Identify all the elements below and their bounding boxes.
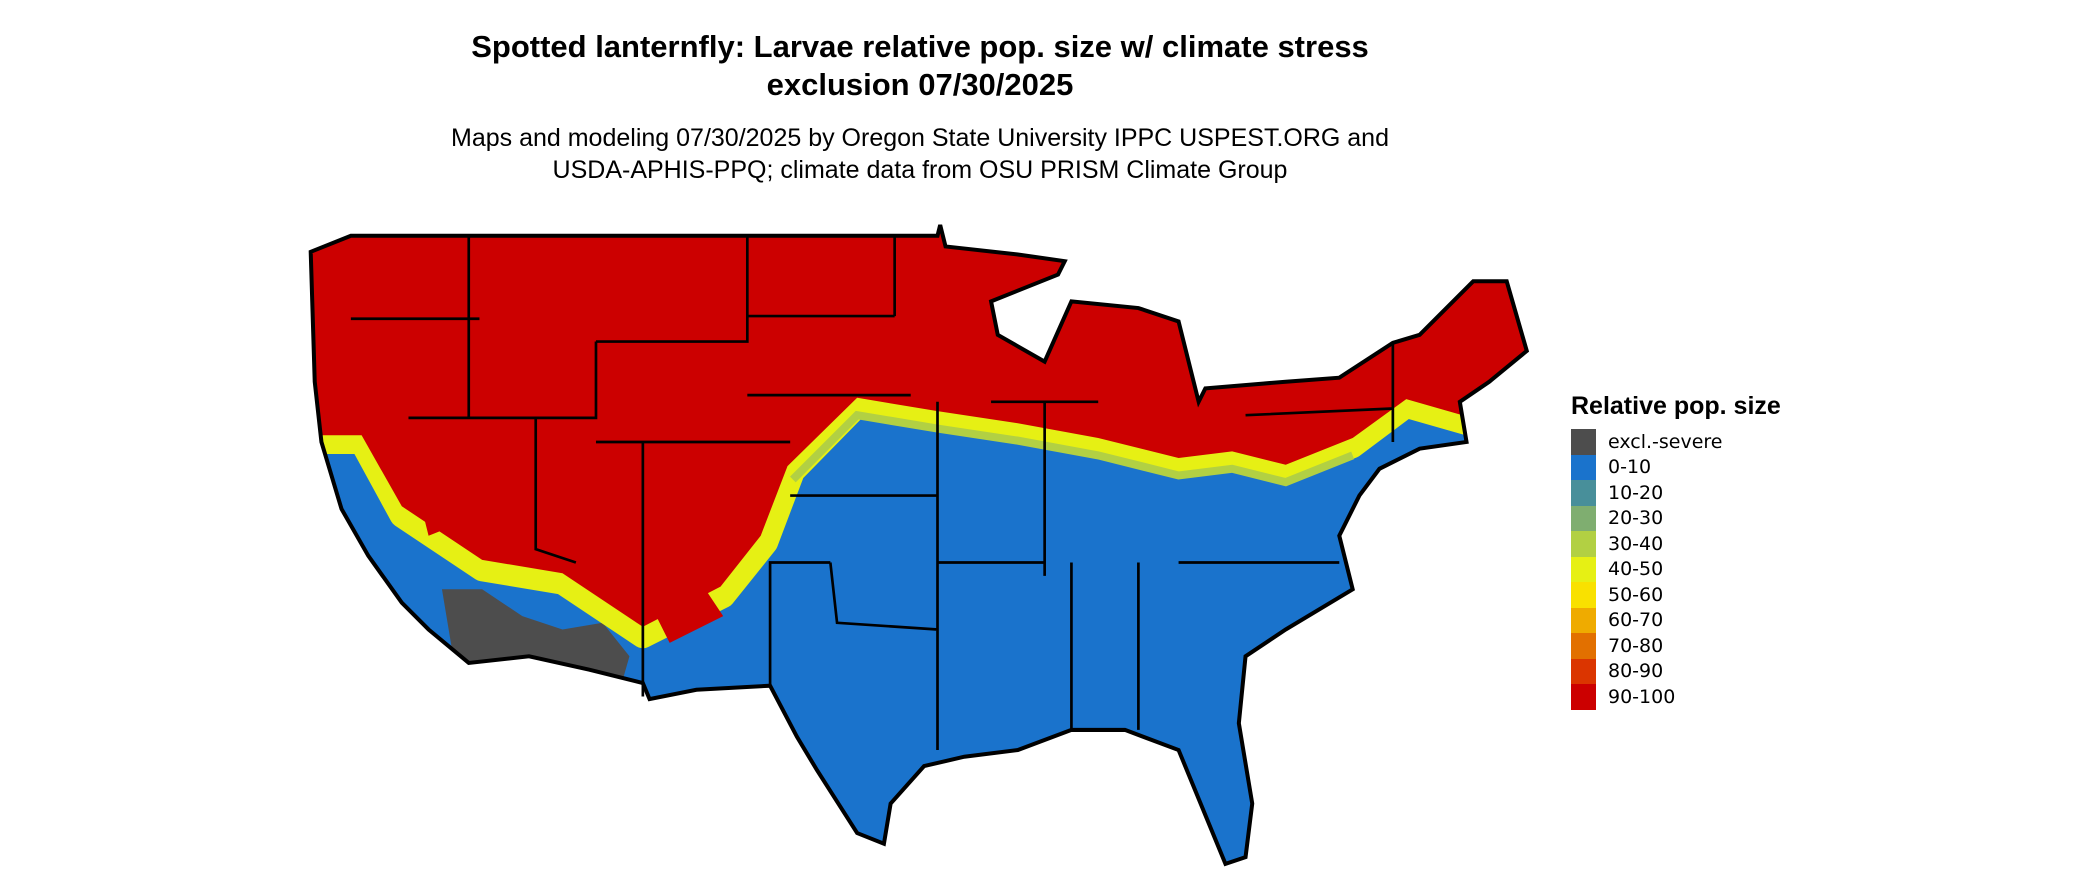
legend-item: 30-40 (1571, 531, 1781, 557)
legend-swatch (1571, 633, 1596, 659)
map-title: Spotted lanternfly: Larvae relative pop.… (400, 28, 1440, 104)
legend-swatch (1571, 454, 1596, 480)
legend-label: 90-100 (1608, 685, 1676, 708)
map-subtitle: Maps and modeling 07/30/2025 by Oregon S… (400, 122, 1440, 186)
legend-label: 30-40 (1608, 532, 1664, 555)
legend-swatch (1571, 582, 1596, 608)
legend-item: 60-70 (1571, 607, 1781, 633)
band-transition-green (790, 410, 1355, 487)
legend-item: 10-20 (1571, 480, 1781, 506)
legend-label: 0-10 (1608, 456, 1652, 479)
legend-label: 70-80 (1608, 634, 1664, 657)
legend-label: 80-90 (1608, 660, 1664, 683)
title-line-2: exclusion 07/30/2025 (766, 67, 1074, 102)
legend-label: 20-30 (1608, 507, 1664, 530)
legend-swatch (1571, 658, 1596, 684)
legend-item: excl.-severe (1571, 429, 1781, 455)
legend-items: excl.-severe 0-10 10-20 20-30 30-40 40-50 50-6… (1571, 429, 1781, 710)
suitability-raster (310, 225, 1527, 864)
legend-label: 60-70 (1608, 609, 1664, 632)
legend-swatch (1571, 607, 1596, 633)
legend-swatch (1571, 505, 1596, 531)
legend-title: Relative pop. size (1571, 392, 1781, 420)
state-borders (350, 235, 1395, 751)
legend: Relative pop. size excl.-severe 0-10 10-20… (1571, 392, 1781, 710)
band-transition (310, 393, 1504, 649)
legend-swatch (1571, 429, 1596, 455)
legend-label: excl.-severe (1608, 430, 1723, 453)
legend-label: 10-20 (1608, 481, 1664, 504)
subtitle-line-1: Maps and modeling 07/30/2025 by Oregon S… (451, 124, 1389, 152)
legend-item: 90-100 (1571, 684, 1781, 710)
legend-item: 70-80 (1571, 633, 1781, 659)
legend-label: 50-60 (1608, 583, 1664, 606)
legend-label: 40-50 (1608, 558, 1664, 581)
subtitle-line-2: USDA-APHIS-PPQ; climate data from OSU PR… (552, 156, 1288, 184)
legend-item: 40-50 (1571, 556, 1781, 582)
legend-swatch (1571, 684, 1596, 710)
legend-swatch (1571, 480, 1596, 506)
legend-swatch (1571, 531, 1596, 557)
legend-item: 50-60 (1571, 582, 1781, 608)
legend-item: 0-10 (1571, 454, 1781, 480)
legend-item: 80-90 (1571, 658, 1781, 684)
legend-swatch (1571, 556, 1596, 582)
title-line-1: Spotted lanternfly: Larvae relative pop.… (471, 29, 1369, 64)
legend-item: 20-30 (1571, 505, 1781, 531)
